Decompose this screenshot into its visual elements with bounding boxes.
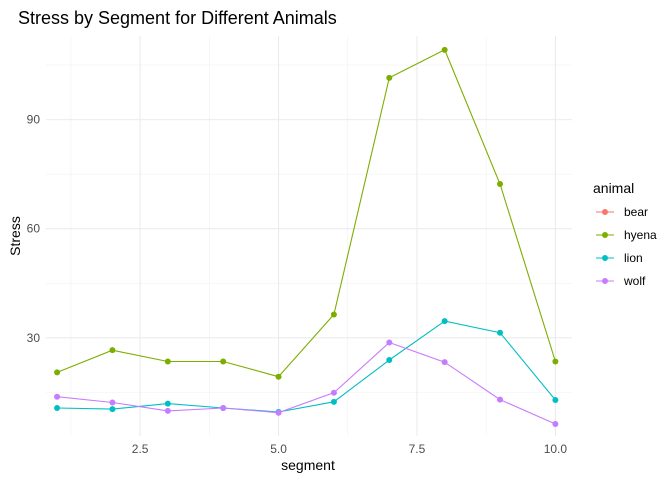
minor-gridlines [46,36,572,436]
legend-title: animal [593,180,634,196]
y-tick-label: 90 [27,113,41,127]
data-point-wolf [552,421,559,427]
legend-key-point [602,278,608,284]
data-point-hyena [220,358,227,365]
data-point-wolf [109,399,116,406]
data-point-lion [497,329,504,336]
data-point-hyena [164,358,171,365]
y-tick-label: 30 [27,331,41,345]
legend: animal bear hyena lion wolf [593,180,657,288]
data-point-wolf [220,405,227,411]
legend-item-lion: lion [596,251,643,265]
data-point-hyena [386,74,393,81]
legend-key-point [602,209,608,215]
legend-label: lion [624,251,643,265]
data-point-hyena [275,373,282,380]
data-point-hyena [552,358,559,365]
legend-item-bear: bear [596,205,648,219]
data-point-wolf [441,359,448,366]
data-point-lion [109,406,116,413]
series-points [54,46,559,427]
x-axis-title: segment [281,457,335,473]
data-point-hyena [497,181,504,187]
data-point-wolf [330,389,337,396]
data-point-hyena [109,347,116,354]
x-tick-label: 7.5 [409,442,426,456]
data-point-hyena [441,46,448,53]
legend-item-hyena: hyena [596,228,657,242]
series-line-wolf [57,341,556,425]
data-point-lion [552,397,559,403]
legend-label: hyena [624,228,657,242]
x-tick-labels: 2.5 5.0 7.5 10.0 [132,442,568,456]
y-tick-labels: 30 60 90 [27,113,41,345]
data-point-wolf [497,396,504,403]
data-point-lion [164,400,171,407]
series-line-lion [57,320,556,413]
legend-label: wolf [623,274,646,288]
data-point-lion [54,405,61,411]
data-point-hyena [330,311,337,318]
data-point-lion [330,398,337,405]
y-axis-title: Stress [7,216,23,256]
x-tick-label: 5.0 [270,442,287,456]
legend-label: bear [624,205,648,219]
legend-key-point [602,232,608,238]
data-point-lion [441,318,448,325]
data-point-lion [386,357,393,363]
series-lines [56,49,556,425]
data-point-wolf [164,407,171,414]
data-point-wolf [275,409,282,416]
x-tick-label: 10.0 [544,442,568,456]
legend-key-point [602,255,608,261]
legend-item-wolf: wolf [596,274,646,288]
data-point-hyena [54,369,61,376]
y-tick-label: 60 [27,222,41,236]
data-point-wolf [54,393,61,400]
chart-title: Stress by Segment for Different Animals [18,8,337,28]
major-gridlines [46,36,572,436]
series-line-hyena [56,49,556,378]
data-point-wolf [386,339,393,346]
x-tick-label: 2.5 [132,442,149,456]
